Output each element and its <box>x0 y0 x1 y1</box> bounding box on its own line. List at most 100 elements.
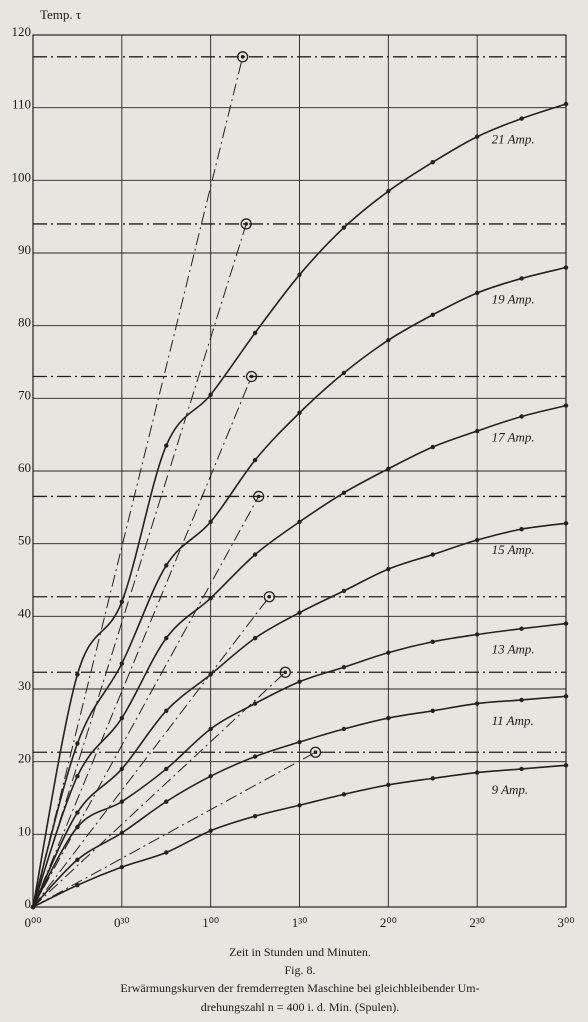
figure-number: Fig. 8. <box>284 963 315 977</box>
data-point <box>297 410 302 416</box>
limit-marker <box>309 746 322 758</box>
data-point <box>75 824 80 830</box>
data-point <box>164 708 169 713</box>
data-point <box>164 850 169 855</box>
data-point <box>297 679 302 684</box>
data-point <box>252 330 258 336</box>
limit-marker <box>236 51 249 63</box>
y-tick-label: 60 <box>18 460 31 475</box>
data-point <box>563 621 569 626</box>
data-point <box>341 792 347 797</box>
limit-marker-center <box>313 750 318 755</box>
limit-marker-center <box>240 55 245 59</box>
data-point <box>386 566 391 572</box>
data-point <box>386 650 391 655</box>
data-point <box>75 672 80 677</box>
data-point <box>252 754 258 759</box>
data-point <box>474 290 480 296</box>
data-point <box>519 697 524 703</box>
data-point <box>30 904 36 910</box>
data-point <box>386 338 391 343</box>
data-point <box>119 766 125 772</box>
limit-marker <box>263 591 275 603</box>
data-point <box>119 864 125 870</box>
data-point <box>430 776 435 781</box>
data-point <box>208 392 213 397</box>
data-point <box>474 632 480 637</box>
data-point <box>386 189 391 194</box>
limit-marker-center <box>244 222 248 226</box>
data-point <box>297 519 302 525</box>
data-point <box>474 134 480 139</box>
data-point <box>119 661 125 666</box>
data-point <box>474 770 480 775</box>
data-point <box>297 803 302 808</box>
data-point <box>430 312 435 317</box>
data-point <box>75 774 80 779</box>
data-point <box>341 370 347 376</box>
data-point <box>75 883 80 888</box>
caption-line: drehungszahl n = 400 i. d. Min. (Spulen)… <box>201 1000 399 1014</box>
data-point <box>519 626 524 631</box>
data-point <box>208 774 213 779</box>
limit-marker-center <box>267 594 272 599</box>
data-point <box>563 521 569 526</box>
data-point <box>563 694 569 699</box>
data-point <box>519 526 524 532</box>
tangent-line <box>32 596 270 908</box>
limit-marker-center <box>256 494 261 499</box>
y-tick-label: 20 <box>18 751 31 766</box>
data-point <box>386 466 391 472</box>
data-point <box>563 101 569 107</box>
x-tick-label: 0³⁰ <box>114 915 130 930</box>
data-point <box>208 828 213 833</box>
series-line <box>32 103 567 908</box>
tangent-line <box>32 751 316 908</box>
y-tick-label: 90 <box>18 242 31 257</box>
data-point <box>474 537 480 543</box>
data-point <box>75 741 80 746</box>
series-label: 13 Amp. <box>492 642 535 657</box>
data-point <box>341 490 347 495</box>
data-point <box>386 782 391 788</box>
y-tick-label: 0 <box>25 896 32 911</box>
data-point <box>164 443 169 448</box>
data-point <box>252 635 258 641</box>
data-point <box>75 810 80 815</box>
y-tick-label: 50 <box>18 533 31 548</box>
data-point <box>164 563 169 568</box>
tangent-line <box>32 223 247 908</box>
y-tick-label: 100 <box>12 169 32 184</box>
data-point <box>119 830 125 836</box>
limit-marker-center <box>249 374 254 379</box>
y-tick-label: 30 <box>18 678 31 693</box>
data-point <box>519 116 524 121</box>
x-tick-label: 3⁰⁰ <box>558 915 575 930</box>
data-point <box>208 595 213 601</box>
data-point <box>252 813 258 819</box>
data-point <box>164 635 169 641</box>
series-line <box>32 266 567 908</box>
data-point <box>252 701 258 706</box>
data-point <box>297 739 302 745</box>
x-tick-label: 0⁰⁰ <box>25 915 42 930</box>
data-point <box>430 639 435 644</box>
data-point <box>119 715 125 721</box>
data-point <box>75 857 80 862</box>
series-label: 9 Amp. <box>492 782 529 797</box>
limit-marker <box>245 370 258 383</box>
limit-marker-center <box>283 670 288 675</box>
data-point <box>563 265 569 270</box>
limit-marker <box>279 666 291 678</box>
tangent-line <box>32 496 260 908</box>
series-label: 17 Amp. <box>492 429 535 444</box>
data-point <box>430 708 435 713</box>
data-point <box>519 766 524 772</box>
data-point <box>297 610 302 615</box>
data-point <box>430 444 435 450</box>
data-point <box>563 403 569 408</box>
series-label: 11 Amp. <box>492 713 534 728</box>
data-point <box>519 414 524 419</box>
